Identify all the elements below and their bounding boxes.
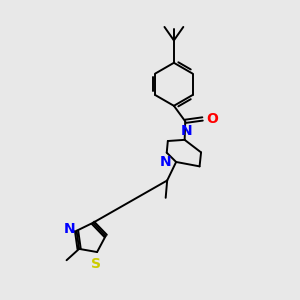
- Text: N: N: [160, 155, 172, 169]
- Text: N: N: [181, 124, 193, 138]
- Text: S: S: [92, 257, 101, 272]
- Text: O: O: [206, 112, 218, 126]
- Text: N: N: [63, 222, 75, 236]
